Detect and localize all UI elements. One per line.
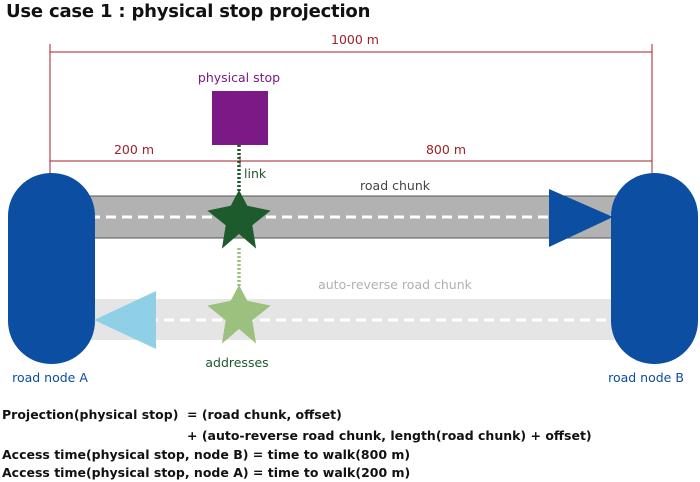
- dimension-total-label: 1000 m: [331, 32, 379, 47]
- equation-line-2: + (auto-reverse road chunk, length(road …: [187, 428, 592, 443]
- projection-star-icon: [207, 190, 271, 249]
- address-star-icon: [207, 285, 271, 344]
- road-node-b-label: road node B: [608, 370, 684, 385]
- page-title: Use case 1 : physical stop projection: [6, 1, 371, 22]
- road-chunk-label: road chunk: [360, 178, 431, 193]
- equation-line-4: Access time(physical stop, node A) = tim…: [2, 465, 411, 480]
- equation-line-1: Projection(physical stop) = (road chunk, …: [2, 407, 342, 422]
- dimension-lines: [49, 44, 653, 176]
- equation-1-rhs: = (road chunk, offset): [187, 407, 342, 422]
- auto-reverse-road-chunk-label: auto-reverse road chunk: [318, 277, 473, 292]
- forward-arrow-icon: [549, 189, 613, 247]
- road-node-a: [8, 173, 95, 364]
- equation-line-3: Access time(physical stop, node B) = tim…: [2, 447, 411, 462]
- addresses-label: addresses: [205, 355, 268, 370]
- link-label: link: [244, 166, 267, 181]
- road-node-a-label: road node A: [12, 370, 88, 385]
- dimension-right-label: 800 m: [426, 142, 466, 157]
- equation-1-lhs: Projection(physical stop): [2, 407, 179, 422]
- physical-stop-label: physical stop: [198, 70, 280, 85]
- reverse-arrow-icon: [94, 291, 156, 349]
- road-node-b: [611, 173, 698, 364]
- physical-stop-square: [212, 91, 268, 145]
- dimension-left-label: 200 m: [114, 142, 154, 157]
